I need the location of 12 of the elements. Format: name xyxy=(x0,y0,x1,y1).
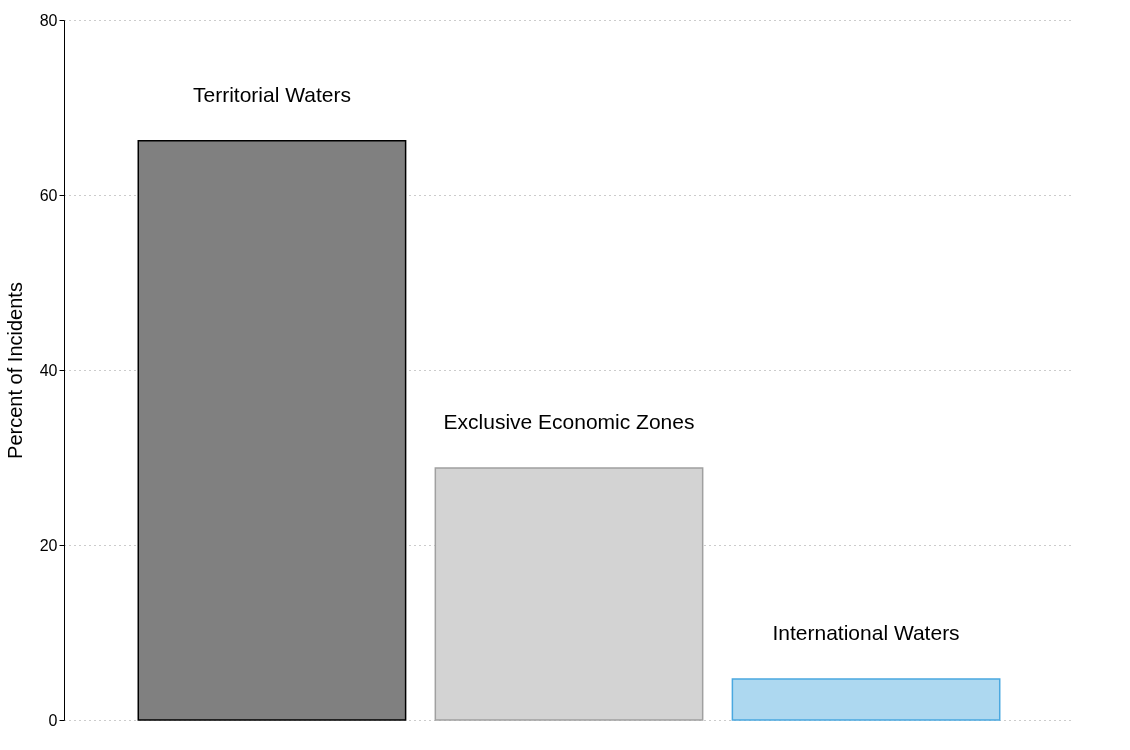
y-tick-label: 40 xyxy=(39,361,58,379)
y-tick-label: 60 xyxy=(39,186,58,204)
bar xyxy=(137,140,407,721)
y-tick-label: 80 xyxy=(39,11,58,29)
y-tick-label: 0 xyxy=(48,711,58,729)
bar xyxy=(434,467,704,721)
x-tick-label: Exclusive Economic Zones xyxy=(443,410,695,433)
y-axis-title: Percent of Incidents xyxy=(3,282,26,459)
bar xyxy=(731,678,1001,721)
y-tick-label: 20 xyxy=(39,536,58,554)
x-tick-label: International Waters xyxy=(772,620,960,644)
x-tick-label: Territorial Waters xyxy=(192,82,351,106)
